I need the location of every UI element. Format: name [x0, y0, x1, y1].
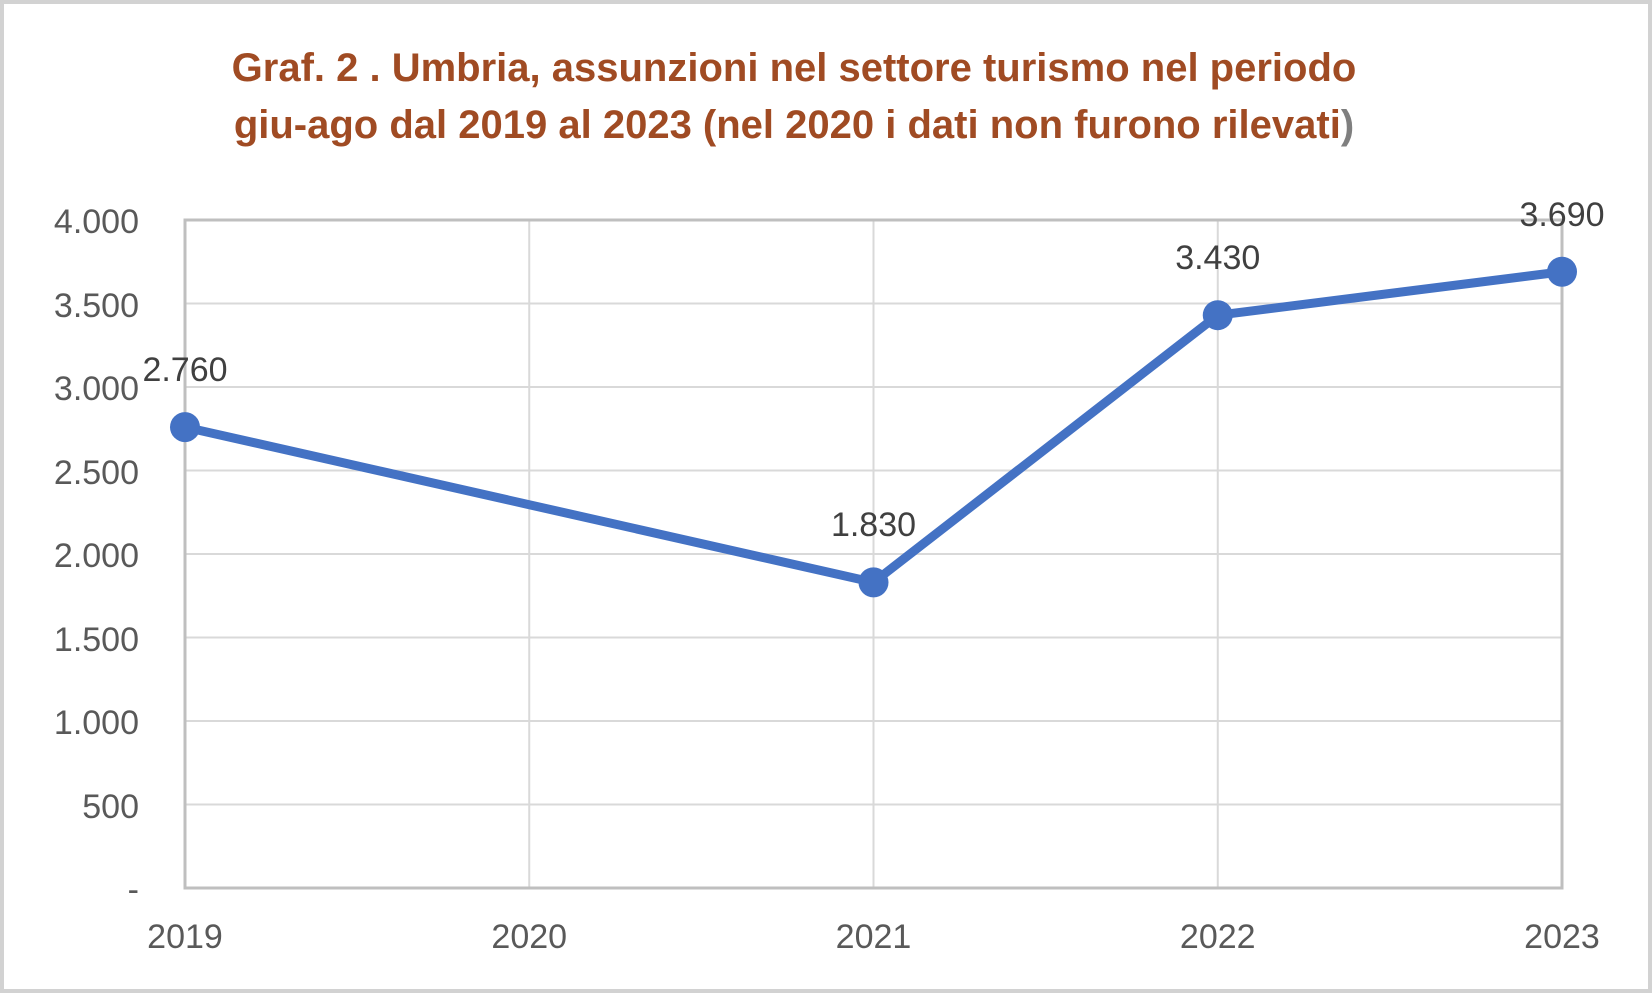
y-tick-label: 4.000 — [53, 203, 139, 241]
plot-area — [170, 218, 1577, 890]
chart-title-line1: Graf. 2 . Umbria, assunzioni nel settore… — [231, 46, 1357, 90]
data-label: 1.830 — [830, 506, 917, 545]
plot-border — [183, 218, 1564, 890]
y-tick-label: 1.500 — [53, 620, 139, 659]
chart-title: Graf. 2 . Umbria, assunzioni nel settore… — [4, 40, 1584, 154]
data-line — [180, 267, 1567, 587]
chart-title-line2-text: giu-ago dal 2019 al 2023 (nel 2020 i dat… — [233, 103, 1341, 147]
data-point-marker — [170, 412, 200, 443]
y-tick-label: 3.000 — [53, 370, 139, 408]
y-tick-label: - — [127, 871, 139, 909]
y-tick-label: 1.000 — [53, 704, 139, 742]
x-tick-label: 2020 — [491, 918, 568, 956]
data-label: 2.760 — [142, 351, 228, 390]
chart-title-line2: giu-ago dal 2019 al 2023 (nel 2020 i dat… — [4, 97, 1584, 154]
data-label: 3.430 — [1175, 239, 1261, 278]
data-point-marker — [1547, 256, 1577, 287]
x-tick-label: 2021 — [835, 918, 912, 956]
x-tick-label: 2023 — [1524, 918, 1600, 956]
y-tick-label: 2.500 — [53, 453, 139, 492]
y-tick-label: 500 — [82, 787, 139, 826]
y-tick-label: 2.000 — [53, 537, 139, 575]
x-tick-label: 2022 — [1179, 918, 1256, 956]
x-tick-label: 2019 — [147, 918, 223, 956]
data-label: 3.690 — [1519, 195, 1605, 234]
chart-title-closing-paren: ) — [1340, 103, 1355, 147]
y-tick-label: 3.500 — [53, 286, 139, 325]
data-point-marker — [858, 567, 889, 598]
data-point-marker — [1202, 300, 1233, 331]
